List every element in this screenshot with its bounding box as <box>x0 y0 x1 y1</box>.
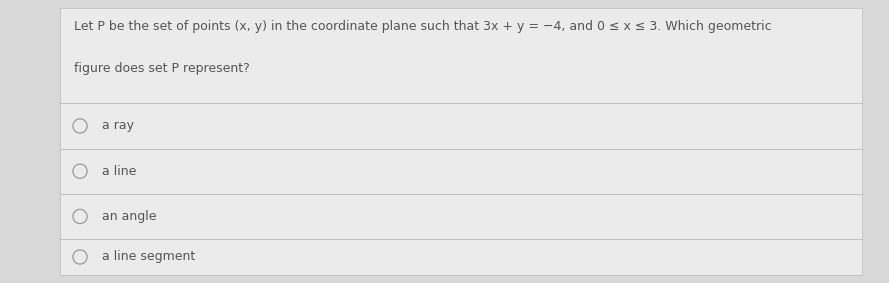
Text: a line: a line <box>102 165 137 178</box>
Text: an angle: an angle <box>102 210 156 223</box>
Text: a ray: a ray <box>102 119 134 132</box>
Text: a line segment: a line segment <box>102 250 196 263</box>
FancyBboxPatch shape <box>60 8 862 275</box>
Text: figure does set P represent?: figure does set P represent? <box>74 62 250 75</box>
Text: Let P be the set of points (x, y) in the coordinate plane such that 3x + y = −4,: Let P be the set of points (x, y) in the… <box>74 20 772 33</box>
